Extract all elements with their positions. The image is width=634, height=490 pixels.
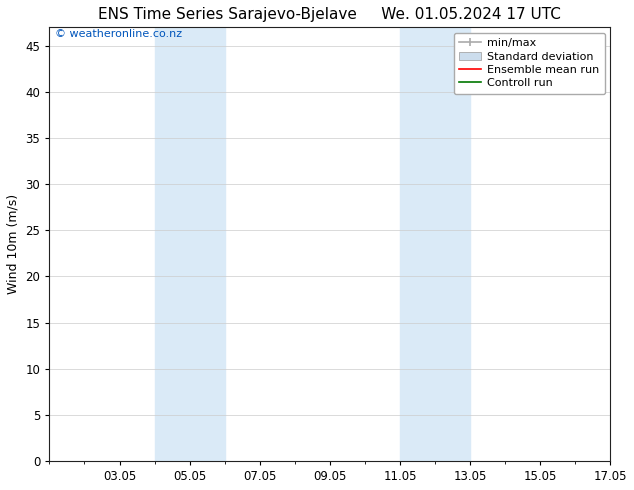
Y-axis label: Wind 10m (m/s): Wind 10m (m/s) — [7, 194, 20, 294]
Bar — [400, 27, 470, 461]
Text: © weatheronline.co.nz: © weatheronline.co.nz — [55, 29, 182, 40]
Bar — [155, 27, 224, 461]
Legend: min/max, Standard deviation, Ensemble mean run, Controll run: min/max, Standard deviation, Ensemble me… — [453, 33, 605, 94]
Title: ENS Time Series Sarajevo-Bjelave     We. 01.05.2024 17 UTC: ENS Time Series Sarajevo-Bjelave We. 01.… — [98, 7, 561, 22]
